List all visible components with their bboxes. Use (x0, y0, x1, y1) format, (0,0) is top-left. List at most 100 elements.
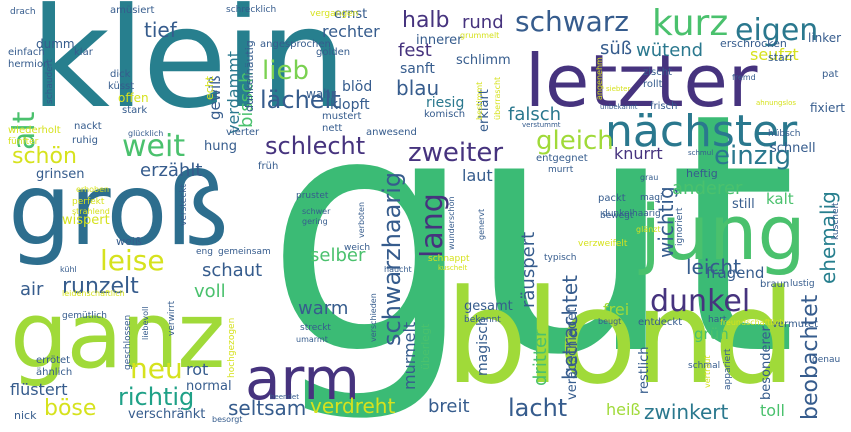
word-besonderer: besonderer (759, 326, 774, 400)
word-rund: rund (462, 12, 504, 33)
word-strahlend: strahlend (72, 207, 110, 216)
word-toll: toll (760, 401, 785, 420)
word-einfach: einfach (8, 47, 45, 58)
word-naechster: nächster (605, 106, 798, 157)
word-runzelt: runzelt (62, 274, 139, 299)
word-laechelt: lächelt (260, 86, 341, 114)
word-fluestert: flüstert (10, 380, 68, 399)
word-fragend: fragend (706, 264, 765, 282)
word-restlich: restlich (637, 346, 652, 394)
word-beendet: beendet (270, 393, 299, 401)
word-lacht: lacht (508, 394, 568, 422)
word-kalt: kalt (766, 190, 794, 208)
word-richtig: richtig (118, 383, 195, 411)
word-wispert: wispert (62, 213, 110, 228)
word-schlecht: schlecht (265, 132, 366, 160)
word-warm: warm (298, 298, 349, 319)
word-ruhig: ruhig (72, 135, 98, 146)
word-falsch: falsch (508, 104, 562, 125)
word-suess: süß (600, 38, 633, 59)
word-hochgezogen: hochgezogen (227, 317, 237, 378)
word-besorgt: besorgt (212, 415, 243, 424)
word-dunkel: dunkel (650, 284, 751, 319)
word-schlimm: schlimm (456, 53, 511, 68)
word-linker: linker (808, 31, 842, 45)
word-ueberrascht: überrascht (493, 76, 502, 120)
word-gering: gering (302, 217, 328, 226)
word-dritter: dritter (530, 329, 551, 386)
word-knurrt: knurrt (614, 144, 663, 163)
word-raeuspert: räuspert (518, 231, 539, 308)
word-verzweifelt: verzweifelt (578, 239, 628, 249)
word-amuesiert: amüsiert (110, 5, 155, 16)
word-schwer: schwer (302, 207, 331, 216)
word-vierter: vierter (226, 127, 260, 138)
word-huebsch: hübsch (768, 129, 801, 139)
word-aehnlich: ähnlich (36, 367, 73, 378)
word-schmal: schmal (688, 361, 721, 371)
word-schnappt: schnappt (428, 254, 470, 264)
word-dick: dick (110, 69, 131, 80)
word-gross: groß (8, 151, 229, 268)
word-angenehm: angenehm (595, 57, 604, 100)
word-voll: voll (194, 281, 226, 302)
word-haucht: haucht (384, 265, 412, 274)
word-einzig: einzig (714, 141, 792, 171)
word-zwinkert: zwinkert (644, 400, 729, 424)
word-still: still (732, 197, 755, 212)
word-blau: blau (396, 76, 440, 100)
word-genervt: genervt (477, 208, 486, 240)
word-starr: starr (768, 51, 794, 64)
word-grinsen: grinsen (36, 167, 85, 182)
word-bewegt: bewegt (600, 211, 634, 221)
word-jung: jung (640, 188, 806, 277)
word-fremd: fremd (732, 73, 756, 82)
word-zischt: zischt (643, 67, 672, 78)
word-wunderschoen: wunderschön (447, 196, 456, 250)
word-hermion: hermion (8, 59, 50, 70)
word-kuschelt-a: kuschelt (831, 202, 841, 240)
word-golden: golden (316, 47, 351, 58)
word-schaut: schaut (202, 260, 263, 281)
word-frisch: frisch (650, 101, 678, 112)
word-weit: weit (122, 129, 186, 164)
word-gesamt: gesamt (464, 299, 513, 314)
word-air: air (20, 279, 44, 300)
word-packt: packt (598, 193, 626, 204)
word-blond: blond (445, 261, 796, 413)
word-frueh: früh (258, 161, 279, 172)
word-fest: fest (398, 40, 432, 61)
word-heftig: heftig (686, 167, 718, 180)
word-appariert: appariert (723, 348, 733, 390)
word-versteckt: versteckt (179, 183, 189, 226)
word-eng: eng (196, 247, 213, 257)
word-erschrocken: erschrocken (720, 37, 787, 50)
word-tief: tief (144, 18, 177, 42)
word-ahnungslos: ahnungslos (756, 99, 797, 107)
word-magi: magi (640, 193, 663, 203)
word-schnell: schnell (770, 141, 816, 156)
word-klopft: klopft (330, 97, 370, 113)
word-leicht: leicht (686, 255, 741, 279)
word-dumm: dumm (36, 37, 75, 51)
word-lang: lang (415, 193, 450, 258)
word-rechter: rechter (322, 22, 380, 41)
word-grau: grau (640, 173, 659, 182)
word-schrecklich: schrecklich (226, 5, 277, 15)
word-selber: selber (310, 245, 366, 266)
word-mustert: mustert (322, 111, 362, 122)
word-prustet: prustet (296, 191, 329, 201)
word-breit: breit (428, 396, 470, 417)
word-streckt: streckt (300, 323, 331, 333)
word-klein: klein (30, 0, 347, 139)
word-geschlossen: geschlossen (123, 314, 133, 370)
word-nick: nick (14, 409, 37, 422)
word-murmelt: murmelt (400, 321, 419, 390)
word-gut: gut (265, 43, 797, 427)
word-schaudert: schaudert (45, 58, 55, 104)
word-letzter: letzter (525, 39, 758, 123)
word-halb: halb (402, 8, 450, 33)
word-liebevoll: liebevoll (141, 306, 150, 340)
word-fixiert: fixiert (810, 101, 846, 115)
word-typisch: typisch (544, 253, 577, 263)
